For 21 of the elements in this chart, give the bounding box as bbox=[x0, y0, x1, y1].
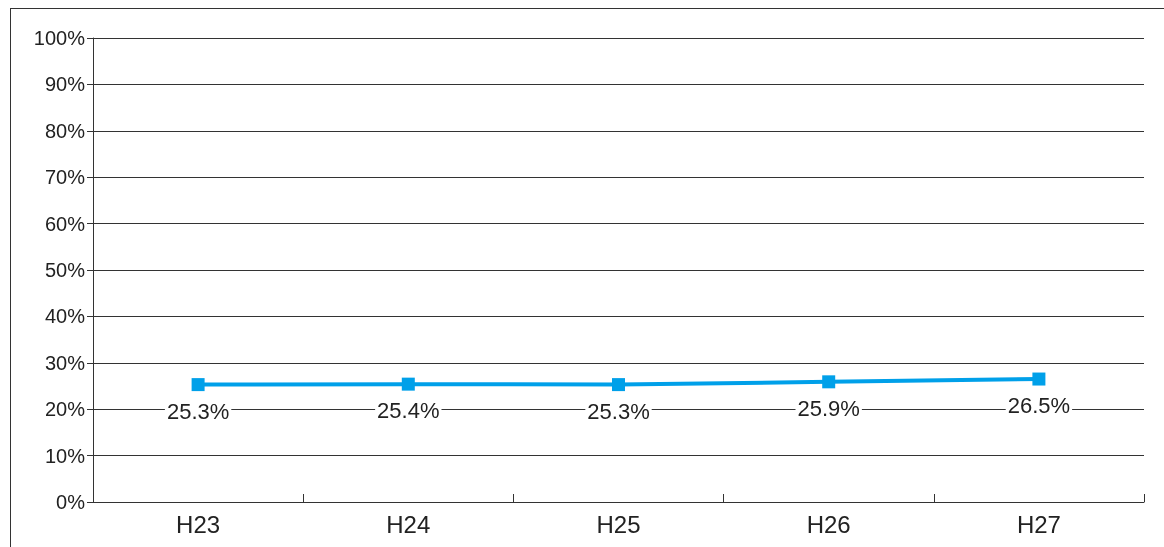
y-tick-label: 40% bbox=[44, 305, 86, 328]
y-tick-label: 90% bbox=[44, 73, 86, 96]
x-tick-label: H25 bbox=[596, 510, 641, 538]
y-tick-label: 80% bbox=[44, 119, 86, 142]
data-label: 25.3% bbox=[166, 398, 230, 424]
y-tick-label: 70% bbox=[44, 166, 86, 189]
data-label: 25.3% bbox=[587, 398, 650, 424]
y-tick-label: 60% bbox=[44, 212, 86, 235]
x-tick-label: H24 bbox=[386, 510, 431, 538]
y-tick-label: 20% bbox=[44, 398, 86, 421]
x-tick-label: H23 bbox=[176, 510, 221, 538]
data-label: 26.5% bbox=[1007, 393, 1071, 419]
y-tick-label: 100% bbox=[33, 27, 86, 49]
y-tick-label: 50% bbox=[44, 259, 86, 281]
data-label: 25.9% bbox=[797, 395, 860, 421]
y-tick-label: 10% bbox=[44, 444, 86, 467]
y-tick-label: 30% bbox=[44, 351, 86, 374]
y-tick-label: 0% bbox=[56, 491, 86, 513]
data-label: 25.4% bbox=[377, 398, 440, 424]
x-tick-label: H27 bbox=[1016, 510, 1061, 538]
x-tick-label: H26 bbox=[806, 510, 851, 538]
